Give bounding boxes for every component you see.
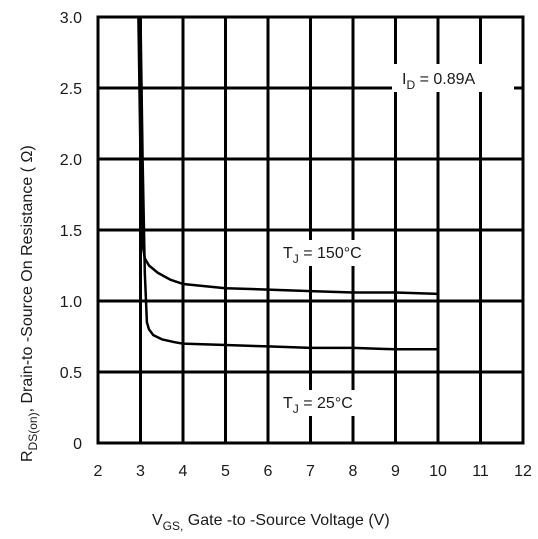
- series-label-150-bg: [278, 240, 390, 266]
- series-label-25-bg: [278, 390, 382, 416]
- id-annotation: ID = 0.89A: [402, 71, 476, 92]
- y-axis-label: RDS(on), Drain-to -Source On Resistance …: [19, 145, 40, 462]
- series-label-150c-sub: J: [293, 252, 299, 266]
- x-tick-label: 4: [179, 463, 188, 480]
- x-tick-label: 7: [306, 463, 315, 480]
- series-layer: [137, 15, 440, 351]
- series-label-25c: TJ = 25°C: [283, 395, 353, 416]
- x-tick-labels: 2 3 4 5 6 7 8 9 10 11 12: [94, 463, 532, 480]
- x-tick-label: 12: [514, 463, 532, 480]
- x-tick-label: 8: [349, 463, 358, 480]
- series-label-150c: TJ = 150°C: [283, 245, 362, 266]
- series-line-25c: [139, 15, 440, 351]
- id-annotation-main: I: [402, 71, 406, 88]
- y-axis-label-main: R: [19, 450, 36, 462]
- id-annotation-rest: = 0.89A: [415, 71, 475, 88]
- y-tick-label: 1.5: [60, 223, 82, 240]
- x-tick-label: 5: [221, 463, 230, 480]
- series-label-25c-rest: = 25°C: [299, 395, 353, 412]
- y-tick-label: 3.0: [60, 10, 82, 27]
- y-tick-label: 0: [73, 436, 82, 453]
- series-label-25c-main: T: [283, 395, 293, 412]
- y-axis-label-sub: DS(on): [26, 412, 40, 450]
- y-tick-label: 1.0: [60, 294, 82, 311]
- x-tick-label: 11: [472, 463, 489, 480]
- y-tick-label: 2.0: [60, 152, 82, 169]
- y-tick-label: 2.5: [60, 81, 82, 98]
- x-axis-label: VGS, Gate -to -Source Voltage (V): [152, 512, 390, 533]
- x-axis-label-rest: Gate -to -Source Voltage (V): [183, 512, 389, 529]
- y-axis-label-rest: , Drain-to -Source On Resistance ( Ω): [19, 145, 36, 412]
- series-label-25c-sub: J: [293, 402, 299, 416]
- annotation-bg: [392, 64, 514, 92]
- plot-frame: [96, 15, 525, 445]
- series-line-150c: [137, 15, 440, 296]
- x-tick-label: 3: [136, 463, 145, 480]
- id-annotation-sub: D: [406, 78, 415, 92]
- x-axis-label-main: V: [152, 512, 163, 529]
- y-tick-labels: 0 0.5 1.0 1.5 2.0 2.5 3.0: [60, 10, 82, 453]
- x-tick-label: 9: [391, 463, 400, 480]
- x-tick-label: 6: [264, 463, 273, 480]
- series-label-150c-rest: = 150°C: [299, 245, 362, 262]
- y-tick-label: 0.5: [60, 365, 82, 382]
- series-label-150c-main: T: [283, 245, 293, 262]
- x-axis-label-sub: GS,: [163, 519, 184, 533]
- x-tick-label: 10: [429, 463, 447, 480]
- x-tick-label: 2: [94, 463, 103, 480]
